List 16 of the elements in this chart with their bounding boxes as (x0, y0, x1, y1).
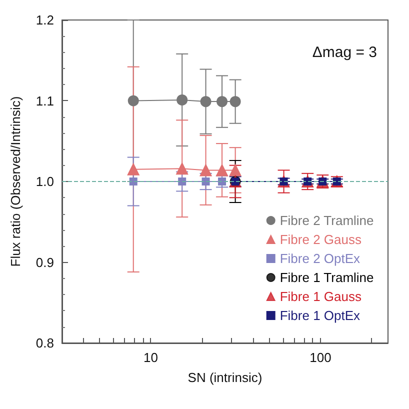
legend-label: Fibre 1 Gauss (280, 289, 362, 304)
y-tick-label: 1.2 (36, 12, 54, 28)
y-tick-label: 1.0 (36, 174, 54, 189)
legend-label: Fibre 1 OptEx (280, 308, 361, 323)
x-axis-title: SN (intrinsic) (188, 370, 262, 385)
x-tick-label: 100 (310, 350, 332, 365)
legend-label: Fibre 1 Tramline (280, 270, 374, 285)
y-tick-label: 0.8 (36, 336, 54, 350)
y-tick-label: 0.9 (36, 254, 54, 270)
legend-label: Fibre 2 Gauss (280, 232, 362, 247)
y-axis-title: Flux ratio (Observed/Intrinsic) (8, 96, 23, 267)
annotation: Δmag = 3 (312, 44, 378, 61)
legend-label: Fibre 2 Tramline (280, 213, 374, 228)
y-tick-label: 1.1 (36, 93, 54, 108)
x-tick-label: 10 (144, 350, 158, 365)
legend-label: Fibre 2 OptEx (280, 251, 361, 266)
